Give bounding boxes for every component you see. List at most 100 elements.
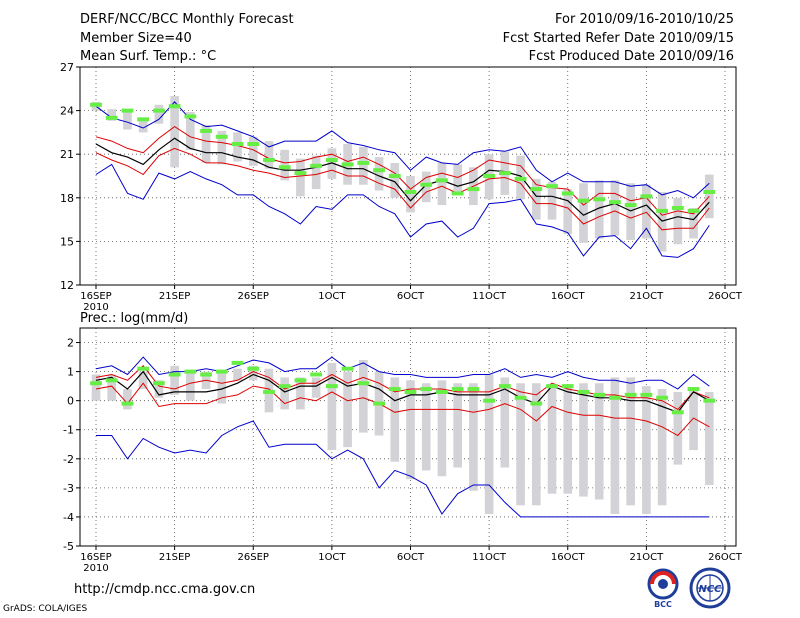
observed-marker xyxy=(451,191,464,196)
observed-marker xyxy=(498,171,511,176)
observed-marker xyxy=(278,165,291,170)
bcc-logo: BCC xyxy=(647,568,679,608)
observed-marker xyxy=(420,182,433,187)
observed-marker xyxy=(671,410,684,415)
bcc-logo-text: BCC xyxy=(654,600,672,608)
ensemble-box xyxy=(563,386,573,494)
ensemble-box xyxy=(186,112,195,150)
ensemble-box xyxy=(201,125,211,163)
ensemble-box xyxy=(673,197,683,245)
ensemble-box xyxy=(217,371,227,404)
ensemble-box xyxy=(390,162,400,198)
observed-marker xyxy=(184,114,197,119)
ensemble-box xyxy=(594,180,604,239)
ensemble-box xyxy=(689,207,698,239)
source-url[interactable]: http://cmdp.ncc.cma.gov.cn xyxy=(74,582,256,597)
ensemble-box xyxy=(343,371,352,448)
ensemble-box xyxy=(626,377,635,506)
ensemble-box xyxy=(327,148,337,179)
ensemble-box xyxy=(390,377,400,462)
ensemble-box xyxy=(579,383,588,497)
ensemble-box xyxy=(359,359,368,433)
x-tick-label: 16SEP xyxy=(80,552,111,563)
y-tick-label: -3 xyxy=(63,482,74,495)
ensemble-box xyxy=(421,171,431,203)
ensemble-box xyxy=(500,377,510,468)
observed-marker xyxy=(310,372,323,377)
member-size-label: Member Size=40 xyxy=(80,31,192,46)
series-line-max xyxy=(95,101,710,199)
ensemble-box xyxy=(374,157,384,191)
x-tick-label: 21OCT xyxy=(630,291,665,302)
observed-marker xyxy=(310,163,323,168)
y-tick-label: 21 xyxy=(60,148,74,161)
x-tick-label: 1OCT xyxy=(318,552,346,563)
observed-marker xyxy=(168,372,181,377)
y-tick-label: 1 xyxy=(67,366,74,379)
x-tick-label: 1OCT xyxy=(318,291,346,302)
observed-marker xyxy=(325,384,338,389)
ensemble-box xyxy=(437,162,447,206)
ensemble-box xyxy=(626,183,635,240)
observed-marker xyxy=(121,108,134,113)
series-line-max xyxy=(95,356,710,390)
y-tick-label: -4 xyxy=(63,511,74,524)
observed-marker xyxy=(168,104,181,109)
observed-marker xyxy=(388,174,401,178)
x-tick-label: 11OCT xyxy=(472,552,507,563)
observed-marker xyxy=(703,189,716,194)
ensemble-box xyxy=(264,141,274,169)
observed-marker xyxy=(341,366,354,371)
observed-marker xyxy=(609,395,621,400)
observed-marker xyxy=(247,366,260,371)
ensemble-box xyxy=(689,389,698,451)
observed-marker xyxy=(703,398,716,403)
ensemble-box xyxy=(154,104,164,124)
observed-marker xyxy=(105,115,118,120)
observed-marker xyxy=(215,369,228,374)
observed-marker xyxy=(530,401,543,406)
observed-marker xyxy=(105,378,118,383)
ensemble-box xyxy=(327,362,337,451)
ensemble-box xyxy=(437,380,447,477)
x-tick-label: 26SEP xyxy=(238,552,269,563)
x-tick-label: 21SEP xyxy=(159,291,190,302)
y-tick-label: 18 xyxy=(60,192,74,205)
x-tick-label: 6OCT xyxy=(397,552,425,563)
observed-marker xyxy=(325,158,338,163)
observed-marker xyxy=(373,401,385,406)
ensemble-box xyxy=(421,383,431,471)
observed-marker xyxy=(294,171,307,176)
ensemble-box xyxy=(531,178,541,220)
chart-title: DERF/NCC/BCC Monthly Forecast xyxy=(80,12,294,27)
series-line-mean xyxy=(95,137,710,222)
observed-marker xyxy=(263,158,275,163)
observed-marker xyxy=(561,191,574,196)
observed-marker xyxy=(373,168,385,173)
series-line-upper xyxy=(95,125,710,216)
observed-marker xyxy=(483,398,496,403)
forecast-produced-date: Fcst Produced Date 2010/09/16 xyxy=(528,49,734,64)
observed-marker xyxy=(294,378,307,383)
observed-marker xyxy=(498,384,511,389)
x-tick-label: 26SEP xyxy=(238,291,269,302)
ensemble-box xyxy=(657,389,667,506)
ensemble-box xyxy=(170,365,179,395)
observed-marker xyxy=(137,117,150,122)
ncc-logo: NCC xyxy=(689,567,731,609)
observed-marker xyxy=(341,162,354,167)
ensemble-box xyxy=(563,189,573,235)
observed-marker xyxy=(624,392,637,397)
ensemble-box xyxy=(233,368,242,381)
observed-marker xyxy=(483,174,496,178)
observed-marker xyxy=(231,142,244,147)
observed-marker xyxy=(153,108,165,113)
y-tick-label: 12 xyxy=(60,279,74,292)
ensemble-box xyxy=(186,371,195,401)
observed-marker xyxy=(671,205,684,210)
ensemble-box xyxy=(123,110,132,130)
observed-marker xyxy=(200,372,212,377)
ensemble-box xyxy=(311,155,321,190)
ensemble-box xyxy=(138,371,148,390)
observed-marker xyxy=(640,194,653,199)
